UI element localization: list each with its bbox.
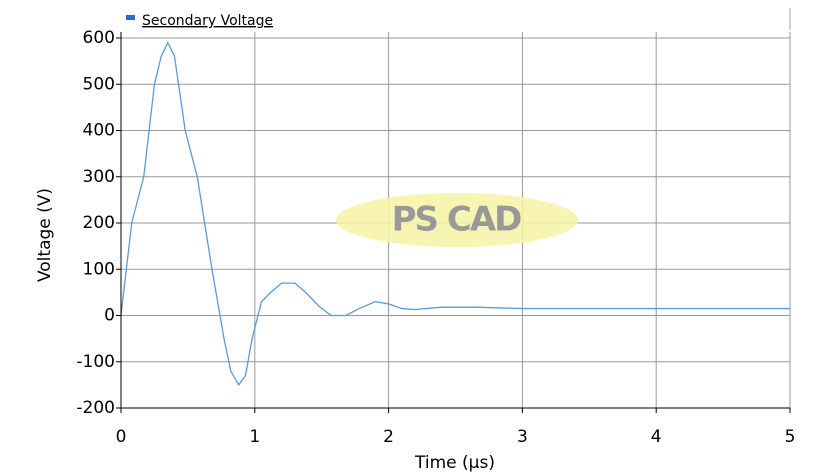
y-tick-label: 300 [83, 167, 115, 187]
x-axis-label: Time (µs) [414, 453, 495, 473]
y-tick-label: 0 [104, 306, 115, 326]
legend-label: Secondary Voltage [142, 13, 273, 29]
legend-swatch [126, 15, 135, 20]
x-tick-label: 0 [116, 427, 127, 447]
x-tick-label: 1 [249, 427, 260, 447]
y-tick-label: 400 [83, 121, 115, 141]
y-axis-label: Voltage (V) [35, 188, 55, 282]
y-tick-label: 600 [83, 28, 115, 48]
y-tick-label: 100 [83, 259, 115, 279]
y-tick-label: 500 [83, 74, 115, 94]
y-tick-label: -100 [76, 352, 115, 372]
y-tick-label: 200 [83, 213, 115, 233]
x-tick-label: 5 [785, 427, 796, 447]
watermark: PS CAD [392, 200, 522, 240]
watermark-ellipse [336, 193, 578, 247]
y-tick-label: -200 [76, 398, 115, 418]
x-tick-label: 4 [651, 427, 662, 447]
series-line [120, 41, 790, 387]
x-tick-label: 3 [517, 427, 528, 447]
x-tick-label: 2 [383, 427, 394, 447]
